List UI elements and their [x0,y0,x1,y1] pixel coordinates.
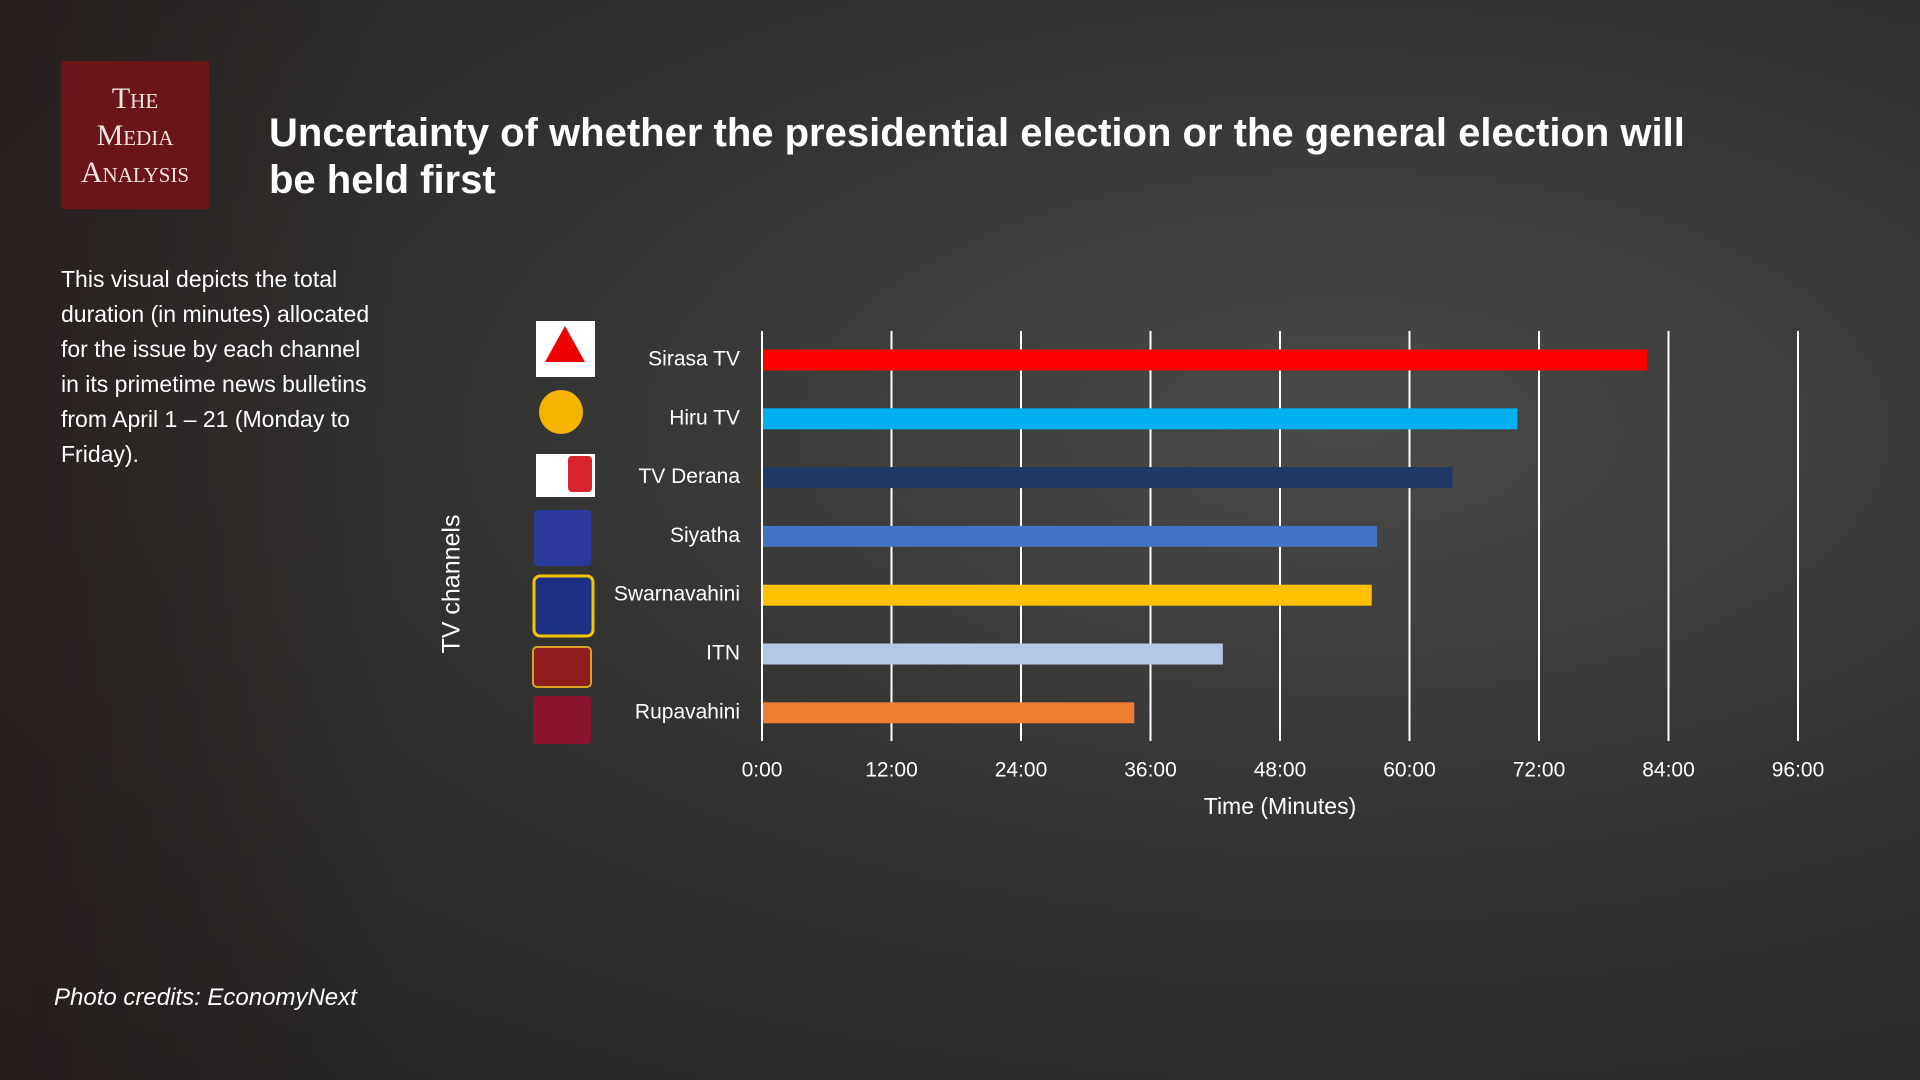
y-tick-label: Hiru TV [669,406,740,429]
x-tick-label: 84:00 [1642,759,1695,782]
channel-logo [532,646,592,688]
x-tick-label: 0:00 [742,759,783,782]
bar [762,702,1135,724]
bar [762,643,1223,665]
bar [762,467,1453,489]
y-tick-label: Swarnavahini [614,583,740,606]
y-axis-title: TV channels [438,515,466,654]
y-tick-label: ITN [706,642,740,665]
x-tick-label: 48:00 [1254,759,1307,782]
x-tick-label: 96:00 [1772,759,1825,782]
chart-title: Uncertainty of whether the presidential … [269,111,1685,202]
description: This visual depicts the total duration (… [61,266,370,467]
channel-logo [533,696,591,744]
y-tick-label: Siyatha [670,524,740,547]
x-tick-label: 36:00 [1124,759,1177,782]
channel-logos [532,321,595,744]
channel-logo [545,326,585,362]
logo: The Media Analysis [61,61,209,209]
photo-credits: Photo credits: EconomyNext [54,984,357,1011]
x-tick-label: 12:00 [865,759,918,782]
logo-line: Analysis [80,155,190,189]
bar [762,408,1518,430]
channel-logo [539,390,583,434]
logo-line: Media [96,118,174,152]
channel-logo [568,456,592,492]
bar [762,349,1647,371]
x-axis-title: Time (Minutes) [1204,793,1357,819]
bar [762,584,1372,606]
x-tick-label: 72:00 [1513,759,1566,782]
channel-logo [534,510,591,566]
x-tick-label: 24:00 [995,759,1048,782]
channel-logo [532,574,595,638]
logo-line: The [111,81,159,115]
bar [762,525,1378,547]
x-tick-label: 60:00 [1383,759,1436,782]
y-tick-label: Sirasa TV [648,348,740,371]
y-tick-label: TV Derana [638,465,740,488]
y-tick-label: Rupavahini [635,700,740,723]
